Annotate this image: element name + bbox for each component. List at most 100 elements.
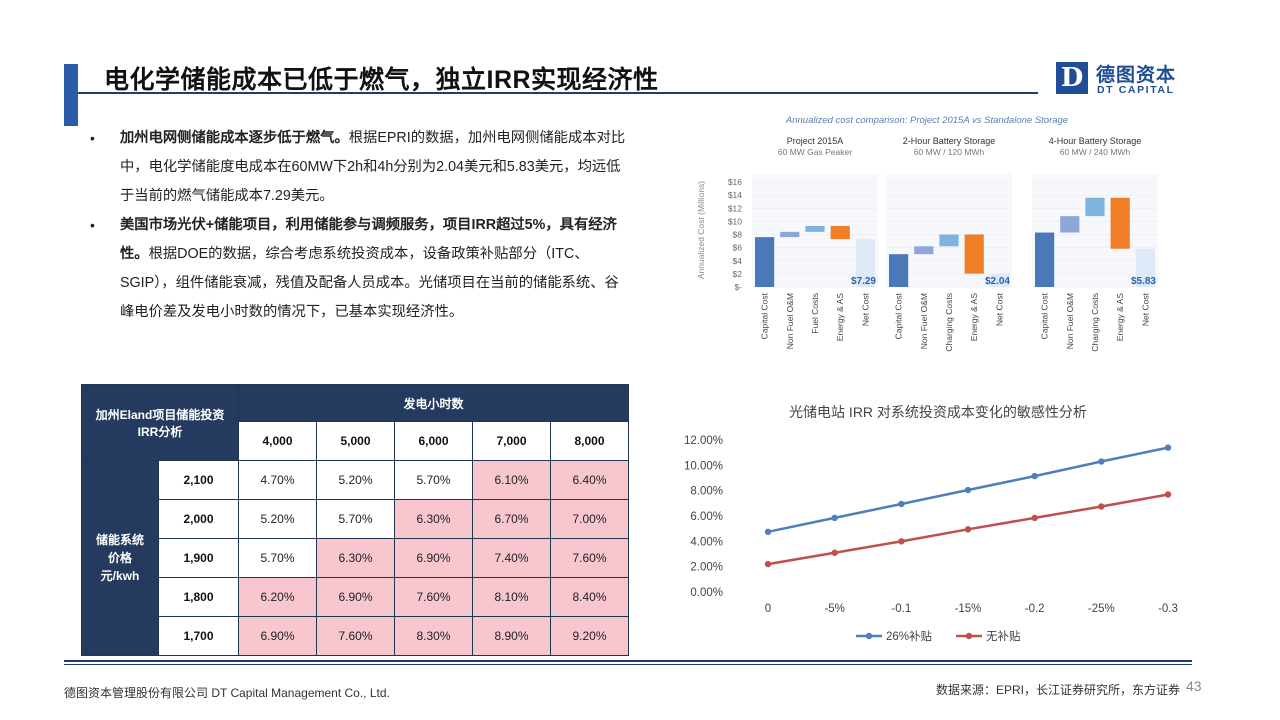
row-group-header: 储能系统 价格 元/kwh: [81, 460, 159, 656]
table-cell: 8.30%: [394, 616, 473, 656]
footer-company: 德图资本管理股份有限公司 DT Capital Management Co., …: [64, 686, 390, 700]
table-cell: 5.70%: [238, 538, 317, 578]
cost-chart-ytick: $6: [733, 243, 743, 253]
series-point: [764, 528, 772, 536]
table-row: 1,900 5.70% 6.30% 6.90% 7.40% 7.60%: [82, 538, 629, 578]
cost-bar: [755, 237, 775, 287]
irr-chart-ytick: 0.00%: [690, 587, 723, 599]
panel-subtitle: 60 MW Gas Peaker: [778, 147, 852, 157]
table-row: 1,700 6.90% 7.60% 8.30% 8.90% 9.20%: [82, 616, 629, 656]
irr-chart-ytick: 8.00%: [690, 486, 723, 498]
bullet-1-lead: 加州电网侧储能成本逐步低于燃气。: [120, 130, 349, 146]
col-header: 6,000: [394, 421, 473, 461]
series-point: [1098, 503, 1105, 510]
cost-bar: [989, 273, 1009, 287]
bullet-dot-icon: •: [90, 217, 95, 233]
footer-source: 数据来源：EPRI，长江证券研究所，东方证券: [935, 683, 1180, 697]
irr-sensitivity-chart: 光储电站 IRR 对系统投资成本变化的敏感性分析 12.00% 10.00% 8.00…: [684, 404, 1178, 643]
series-point: [898, 538, 905, 545]
cost-chart-ytick: $10: [728, 216, 742, 226]
bullet-item-2: • 美国市场光伏+储能项目，利用储能参与调频服务，项目IRR超过5%，具有经济性…: [90, 211, 630, 327]
table-row: 储能系统 价格 元/kwh 2,100 4.70% 5.20% 5.70% 6.…: [81, 460, 629, 656]
cost-bar: [830, 225, 850, 240]
table-cell: 6.90%: [316, 577, 395, 617]
series-point: [831, 549, 838, 556]
cost-bar: [1060, 216, 1080, 233]
cost-comparison-chart: Annualized cost comparison: Project 2015…: [696, 115, 1158, 352]
cost-bar-label: Energy & AS: [835, 293, 845, 342]
cost-bar: [1110, 197, 1130, 249]
table-cell: 7.60%: [550, 538, 629, 578]
irr-chart-xtick: -25%: [1088, 603, 1115, 615]
table-cell: 6.90%: [238, 616, 317, 656]
cost-bar: [914, 246, 934, 255]
table-cell: 7.40%: [472, 538, 551, 578]
irr-chart-title: 光储电站 IRR 对系统投资成本变化的敏感性分析: [789, 404, 1087, 420]
page-title: 电化学储能成本已低于燃气，独立IRR实现经济性: [104, 66, 659, 94]
series-point: [1164, 444, 1172, 451]
col-header: 7,000: [472, 421, 551, 461]
series-point: [1031, 472, 1038, 480]
row-group-line-2: 价格: [107, 551, 132, 565]
logo-mark-icon: D: [1056, 62, 1088, 94]
row-header: 2,100: [158, 460, 239, 500]
title-accent-bar: [64, 64, 78, 126]
cost-bar: [889, 254, 909, 287]
col-header: 4,000: [238, 421, 317, 461]
table-cell: 6.30%: [316, 538, 395, 578]
cost-chart-ytick: $4: [733, 256, 743, 266]
table-cell: 8.40%: [550, 577, 629, 617]
cost-bar-label: Fuel Costs: [810, 293, 820, 334]
table-cell: 5.70%: [316, 499, 395, 539]
cost-bar-label: Non Fuel O&M: [1065, 293, 1075, 349]
table-cell: 6.90%: [394, 538, 473, 578]
bullet-1-text: 根据EPRI的数据，加州电网侧储能成本对比中，电化学储能度电成本在60MW下2h…: [120, 130, 626, 204]
row-header: 1,700: [158, 616, 239, 656]
table-cell: 7.60%: [316, 616, 395, 656]
irr-chart-ytick: 2.00%: [690, 562, 723, 574]
table-cell: 5.20%: [316, 460, 395, 500]
table-cell: 6.30%: [394, 499, 473, 539]
cost-bar-label: Non Fuel O&M: [919, 293, 929, 349]
table-cell: 6.10%: [472, 460, 551, 500]
series-point: [964, 526, 972, 533]
series-point: [898, 500, 905, 508]
cost-bar: [1085, 197, 1105, 217]
legend-marker: [965, 632, 973, 640]
row-header: 2,000: [158, 499, 239, 539]
cost-bar: [1035, 232, 1055, 287]
cost-bar: [855, 239, 875, 287]
table-cell: 7.60%: [394, 577, 473, 617]
row-group-line-3: 元/kwh: [100, 569, 140, 583]
series-point: [1098, 458, 1105, 465]
net-cost-value: $2.04: [985, 276, 1010, 287]
table-row: 1,800 6.20% 6.90% 7.60% 8.10% 8.40%: [82, 577, 629, 617]
bullet-2-text: 根据DOE的数据，综合考虑系统投资成本，设备政策补贴部分（ITC、SGIP），组…: [120, 246, 619, 320]
cost-chart-ytick: $8: [733, 230, 743, 240]
cost-bar-label: Capital Cost: [760, 292, 770, 339]
cost-bar-label: Net Cost: [860, 292, 870, 326]
table-cell: 5.20%: [238, 499, 317, 539]
cost-bar-label: Non Fuel O&M: [785, 293, 795, 349]
cost-bar-label: Energy & AS: [969, 293, 979, 342]
cost-bar: [939, 234, 959, 247]
legend-label: 26%补贴: [886, 629, 933, 643]
bullet-2-lead: 美国市场光伏+储能项目，利用储能参与调频服务，项目IRR超过5%，具有经济性。: [120, 217, 617, 262]
title-underline: [78, 92, 1038, 94]
row-group-line-1: 储能系统: [95, 533, 144, 547]
row-header: 1,900: [158, 538, 239, 578]
table-cell: 8.90%: [472, 616, 551, 656]
bullet-dot-icon: •: [90, 130, 95, 146]
irr-chart-xtick: -0.1: [891, 603, 911, 615]
cost-bar: [964, 234, 984, 274]
irr-chart-xtick: -15%: [955, 603, 982, 615]
irr-chart-ytick: 4.00%: [690, 536, 723, 548]
cost-bar-label: Energy & AS: [1115, 293, 1125, 342]
table-row: 2,000 5.20% 5.70% 6.30% 6.70% 7.00%: [82, 499, 629, 539]
footer-rule: [64, 660, 1192, 662]
page-number: 43: [1186, 678, 1202, 694]
net-cost-value: $7.29: [851, 276, 876, 287]
